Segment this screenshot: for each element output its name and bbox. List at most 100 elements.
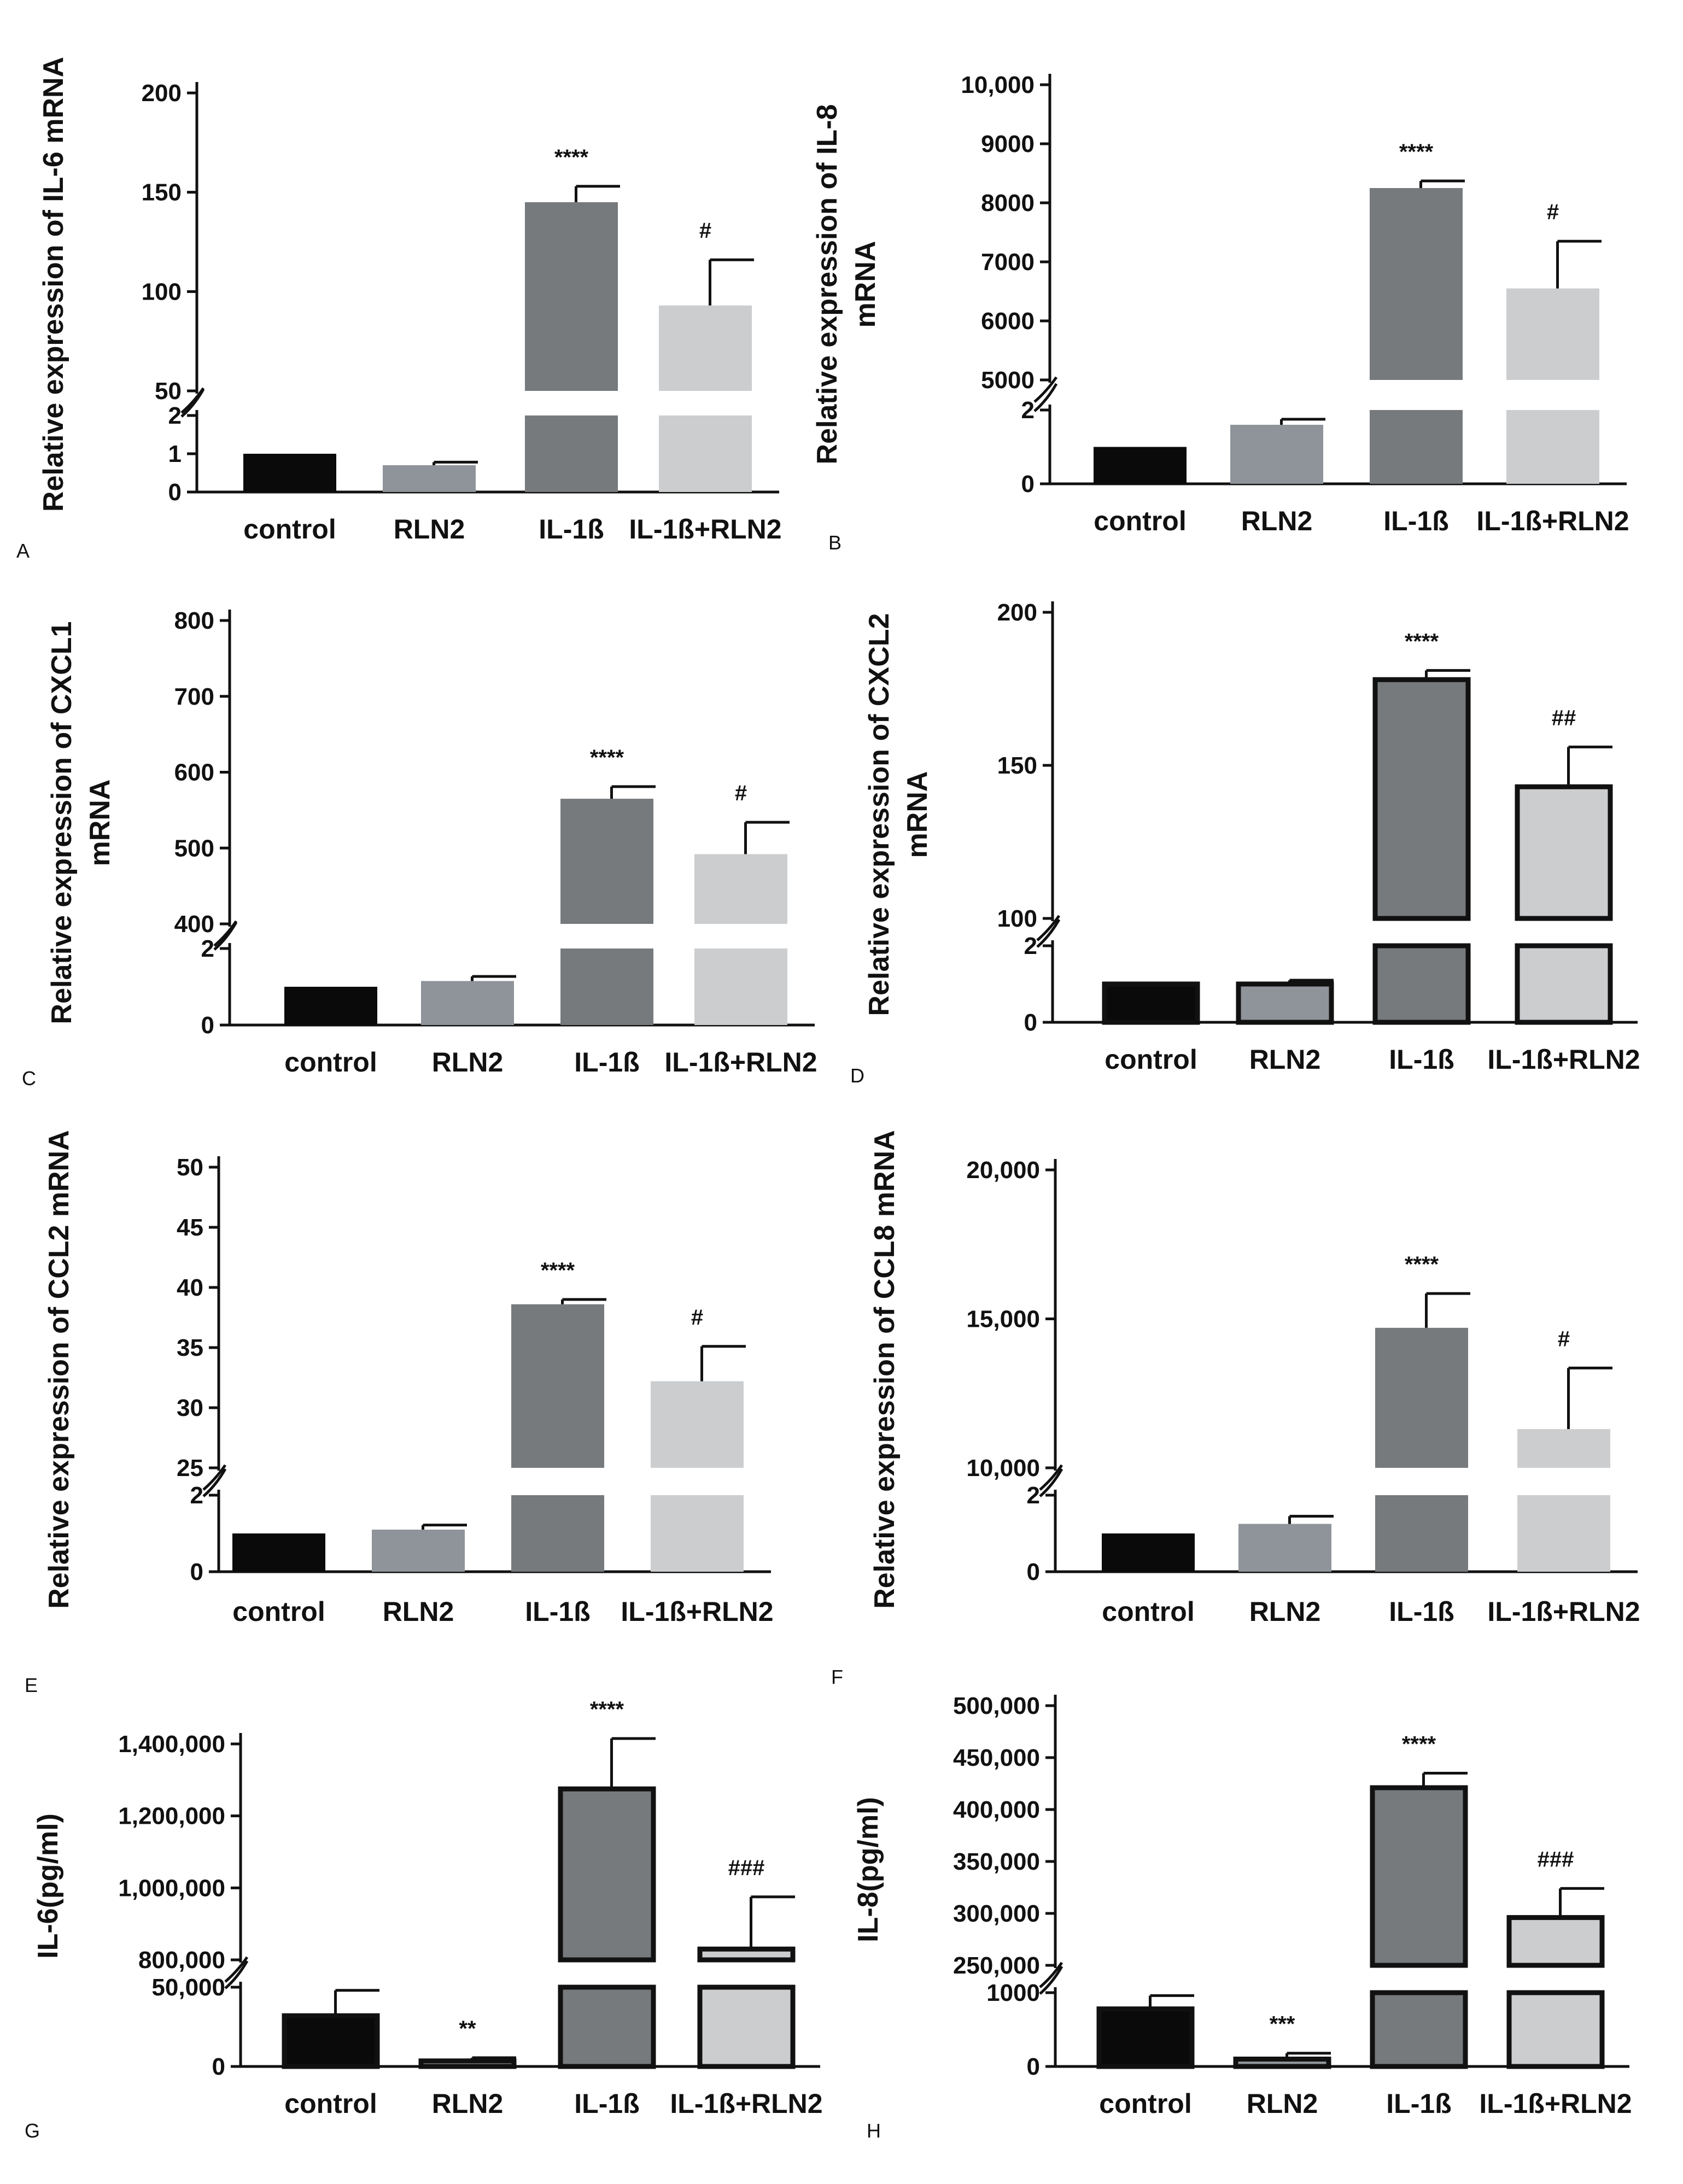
category-label-3: IL-1ß+RLN2 [1487,1044,1640,1075]
bar-0 [232,1533,325,1572]
y-tick-label: 1,200,000 [118,1803,225,1830]
y-tick-label: 5000 [981,367,1035,394]
bar-lower-segment-2 [1370,410,1463,484]
y-axis-label: Relative expression of CXCL2 [863,613,895,1016]
y-tick-label: 1,400,000 [118,1731,225,1758]
y-tick-label: 2 [1024,933,1037,959]
bar-upper-segment-2 [558,1786,656,1963]
panel-letter: E [25,1674,38,1696]
category-label-0: control [284,1047,377,1078]
category-label-3: IL-1ß+RLN2 [1479,2088,1632,2119]
bar-1 [372,1530,465,1572]
category-label-2: IL-1ß [1383,506,1448,536]
panel-letter: C [22,1067,36,1090]
panel-letter: B [828,531,842,554]
y-tick-label: 40 [177,1274,203,1301]
y-tick-label: 0 [190,1559,203,1585]
y-axis-label: mRNA [902,771,933,858]
y-tick-label: 150 [142,179,182,206]
bar-upper-segment-3 [694,854,787,924]
y-axis-label: Relative expression of IL-8 [811,104,843,465]
category-label-3: IL-1ß+RLN2 [621,1596,773,1627]
y-tick-label: 7000 [981,249,1035,276]
y-tick-label: 45 [177,1214,203,1241]
category-label-0: control [243,514,336,544]
y-tick-label: 350,000 [953,1848,1040,1875]
bar-lower-segment-3 [694,948,787,1025]
category-label-0: control [1094,506,1186,536]
category-label-3: IL-1ß+RLN2 [1476,506,1629,536]
y-tick-label: 500 [174,835,214,862]
bar-1 [421,981,514,1025]
significance-label-1: ** [459,2017,476,2041]
bar-0 [243,454,336,492]
category-label-0: control [284,2088,377,2119]
y-tick-label: 2 [168,402,182,429]
category-label-3: IL-1ß+RLN2 [629,514,781,544]
bar-0 [1102,981,1200,1025]
y-axis-label: IL-6(pg/ml) [32,1813,64,1959]
bar-lower-segment-3 [1515,943,1613,1025]
panel-letter: A [16,540,30,562]
significance-label-3: # [1558,1327,1570,1351]
y-tick-label: 2 [1021,397,1035,424]
y-tick-label: 0 [1027,2053,1040,2080]
panel-letter: H [867,2119,881,2142]
panel-letter: F [831,1666,843,1688]
category-label-0: control [1102,1596,1194,1627]
significance-label-3: ### [1538,1847,1574,1871]
category-label-1: RLN2 [394,514,465,544]
y-tick-label: 50 [177,1154,203,1181]
bar-upper-segment-2 [1372,677,1471,921]
bar-upper-segment-3 [1506,288,1599,380]
category-label-3: IL-1ß+RLN2 [670,2088,822,2119]
y-axis-label: Relative expression of CCL8 mRNA [869,1130,901,1609]
axis-break-mark-upper [1036,915,1061,941]
panel-A: 0 1 250 100 150 200 control RLN2 **** IL-1ß # IL-1ß… [16,57,782,562]
y-tick-label: 2 [190,1482,203,1509]
y-tick-label: 400,000 [953,1796,1040,1823]
significance-label-2: **** [554,145,589,169]
category-label-2: IL-1ß [539,514,604,544]
category-label-0: control [1105,1044,1197,1075]
bar-lower-segment-3 [1517,1495,1610,1572]
y-tick-label: 500,000 [953,1693,1040,1719]
bar-lower-segment-3 [697,1984,796,2069]
significance-label-2: **** [1405,629,1439,653]
y-tick-label: 0 [1027,1559,1040,1585]
axis-break-mark-lower [1033,383,1058,412]
y-tick-label: 2 [1027,1482,1040,1509]
bar-lower-segment-2 [1375,1495,1468,1572]
bar-0 [1102,1533,1195,1572]
y-tick-label: 100 [142,278,182,305]
bar-1 [1238,1524,1331,1572]
significance-label-2: **** [1405,1252,1439,1277]
y-tick-label: 0 [212,2053,225,2080]
category-label-1: RLN2 [383,1596,454,1627]
axis-break-mark-upper [1039,1961,1063,1988]
significance-label-2: **** [1402,1732,1436,1756]
significance-label-2: **** [541,1258,575,1283]
bar-upper-segment-3 [1517,1429,1610,1468]
bar-lower-segment-2 [558,1984,656,2069]
y-tick-label: 6000 [981,308,1035,335]
axis-break-mark-lower [202,1468,227,1497]
category-label-2: IL-1ß [525,1596,590,1627]
category-label-2: IL-1ß [574,1047,639,1078]
category-label-3: IL-1ß+RLN2 [1487,1596,1640,1627]
significance-label-2: **** [590,746,624,770]
y-tick-label: 0 [168,479,182,506]
y-axis-label: Relative expression of CCL2 mRNA [43,1130,75,1609]
category-label-0: control [1099,2088,1191,2119]
axis-break-mark-upper [224,1956,249,1983]
category-label-0: control [232,1596,325,1627]
y-axis-label: Relative expression of CXCL1 [46,622,78,1024]
y-tick-label: 2 [201,935,214,962]
category-label-2: IL-1ß [1389,1044,1454,1075]
y-tick-label: 800,000 [138,1947,225,1974]
y-axis-label: mRNA [850,241,881,328]
category-label-1: RLN2 [1241,506,1313,536]
y-tick-label: 200 [142,80,182,107]
category-label-2: IL-1ß [1386,2088,1451,2119]
